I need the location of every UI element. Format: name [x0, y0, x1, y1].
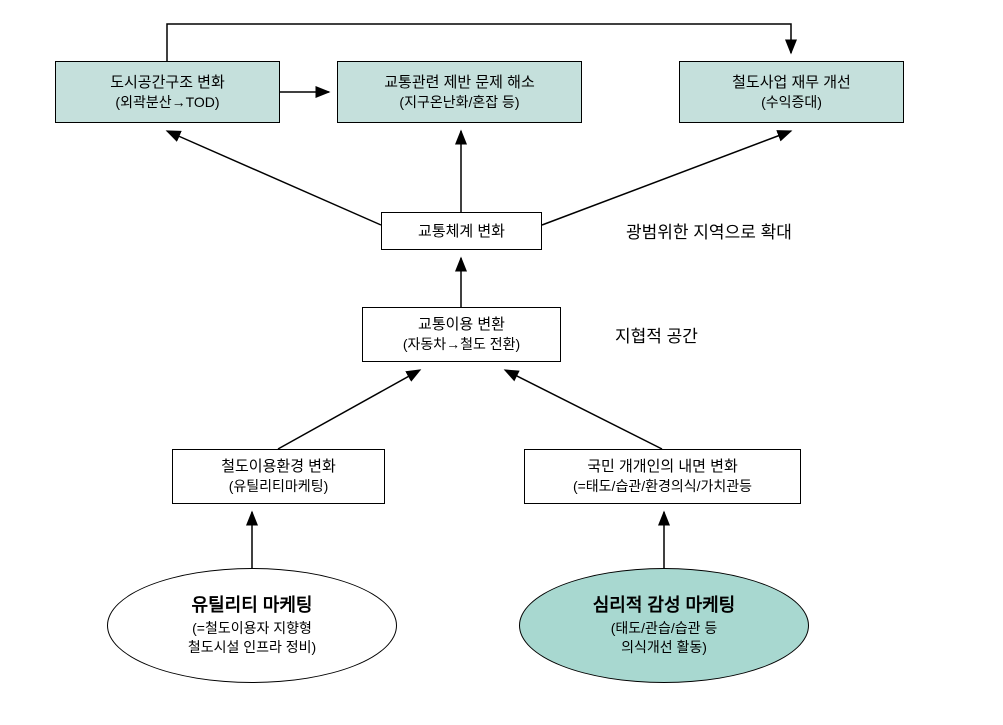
node-transport-system-change: 교통체계 변화	[381, 212, 542, 250]
label-local-space: 지협적 공간	[615, 322, 698, 347]
node-subtitle: (유틸리티마케팅)	[229, 477, 328, 497]
ellipse-sub1: (태도/관습/습관 등	[611, 619, 718, 639]
node-railway-finance: 철도사업 재무 개선 (수익증대)	[679, 61, 904, 123]
node-transport-use-change: 교통이용 변환 (자동차→철도 전환)	[362, 307, 561, 362]
ellipse-utility-marketing: 유틸리티 마케팅 (=철도이용자 지향형 철도시설 인프라 정비)	[107, 568, 397, 683]
node-title: 국민 개개인의 내면 변화	[587, 456, 738, 477]
ellipse-sub2: 철도시설 인프라 정비)	[188, 638, 316, 658]
node-title: 교통이용 변환	[418, 314, 505, 335]
node-title: 철도이용환경 변화	[221, 456, 336, 477]
node-individual-change: 국민 개개인의 내면 변화 (=태도/습관/환경의식/가치관등	[524, 449, 801, 504]
node-subtitle: (수익증대)	[761, 93, 822, 113]
node-title: 철도사업 재무 개선	[732, 72, 851, 93]
ellipse-sub1: (=철도이용자 지향형	[192, 619, 312, 639]
ellipse-title: 유틸리티 마케팅	[192, 593, 313, 618]
node-subtitle: (외곽분산→TOD)	[115, 93, 219, 113]
node-title: 교통관련 제반 문제 해소	[384, 72, 535, 93]
ellipse-sub2: 의식개선 활동)	[621, 638, 707, 658]
node-subtitle: (자동차→철도 전환)	[403, 335, 520, 355]
node-title: 교통체계 변화	[418, 221, 505, 242]
node-traffic-problems: 교통관련 제반 문제 해소 (지구온난화/혼잡 등)	[337, 61, 582, 123]
node-urban-structure: 도시공간구조 변화 (외곽분산→TOD)	[55, 61, 280, 123]
node-title: 도시공간구조 변화	[110, 72, 225, 93]
node-railway-environment: 철도이용환경 변화 (유틸리티마케팅)	[172, 449, 385, 504]
node-subtitle: (=태도/습관/환경의식/가치관등	[573, 477, 752, 497]
ellipse-emotional-marketing: 심리적 감성 마케팅 (태도/관습/습관 등 의식개선 활동)	[519, 568, 809, 683]
node-subtitle: (지구온난화/혼잡 등)	[399, 93, 519, 113]
ellipse-title: 심리적 감성 마케팅	[593, 593, 735, 618]
label-wide-area: 광범위한 지역으로 확대	[626, 218, 792, 243]
